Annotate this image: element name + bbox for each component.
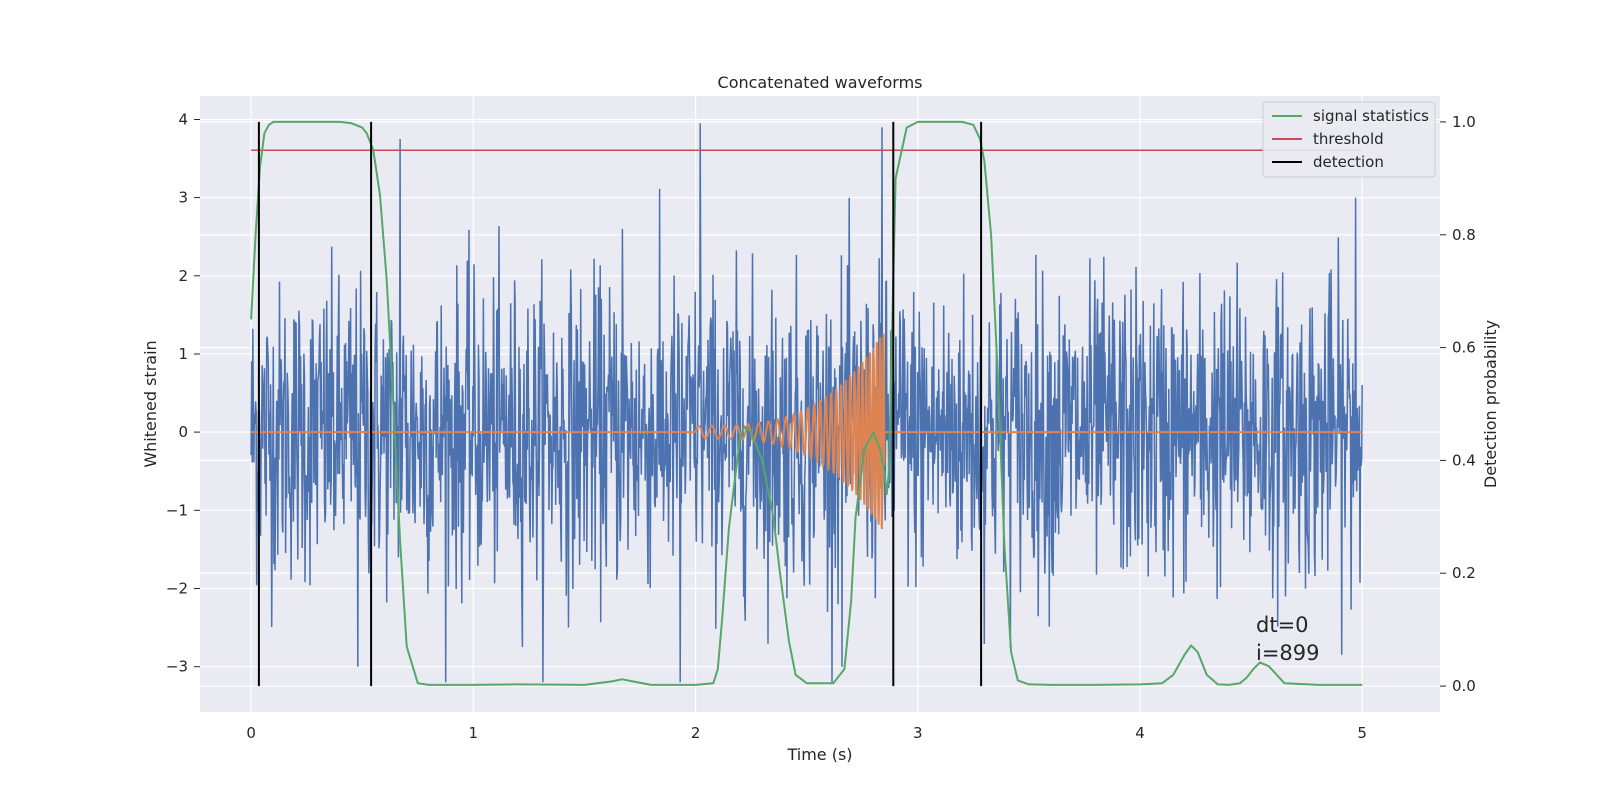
y2-tick-label: 0.2 (1452, 564, 1476, 582)
x-tick-label: 3 (913, 724, 923, 742)
signal-statistics-series (250, 120, 1363, 686)
legend-box (1262, 101, 1436, 178)
y2-tick-label: 0.0 (1452, 677, 1476, 695)
x-tick-label: 5 (1357, 724, 1367, 742)
template-chirp (694, 333, 886, 530)
y2-tick-label: 1.0 (1452, 113, 1476, 131)
y-axis-ticks: −3 −2 −1 0 1 2 3 4 (166, 111, 200, 676)
legend-label-signal-statistics: signal statistics (1313, 107, 1429, 125)
y-tick-label: 0 (178, 423, 188, 441)
legend: signal statistics threshold detection (1262, 101, 1436, 178)
y2-tick-label: 0.8 (1452, 226, 1476, 244)
y-tick-label: 4 (178, 111, 188, 129)
template-series (251, 333, 1363, 530)
legend-label-detection: detection (1313, 153, 1384, 171)
y-tick-label: 1 (178, 345, 188, 363)
y-tick-label: −2 (166, 580, 188, 598)
chart-title: Concatenated waveforms (718, 73, 923, 92)
y2-axis-ticks: 0.0 0.2 0.4 0.6 0.8 1.0 (1440, 113, 1476, 695)
y2-tick-label: 0.4 (1452, 451, 1476, 469)
y-tick-label: 3 (178, 189, 188, 207)
x-tick-label: 4 (1135, 724, 1145, 742)
legend-label-threshold: threshold (1313, 130, 1384, 148)
x-tick-label: 1 (469, 724, 479, 742)
y-tick-label: −1 (166, 501, 188, 519)
y2-tick-label: 0.6 (1452, 339, 1476, 357)
y-tick-label: −3 (166, 658, 188, 676)
annotation-dt: dt=0 (1256, 613, 1309, 637)
annotation-index: i=899 (1256, 641, 1320, 665)
x-tick-label: 0 (246, 724, 256, 742)
x-tick-label: 2 (691, 724, 701, 742)
x-axis-ticks: 0 1 2 3 4 5 (246, 724, 1367, 742)
y-tick-label: 2 (178, 267, 188, 285)
y-axis-label: Whitened strain (141, 340, 160, 467)
detection-series (257, 121, 983, 687)
y2-axis-label: Detection probability (1481, 320, 1500, 488)
x-axis-label: Time (s) (786, 745, 852, 764)
signal-statistics-line (250, 120, 1363, 686)
